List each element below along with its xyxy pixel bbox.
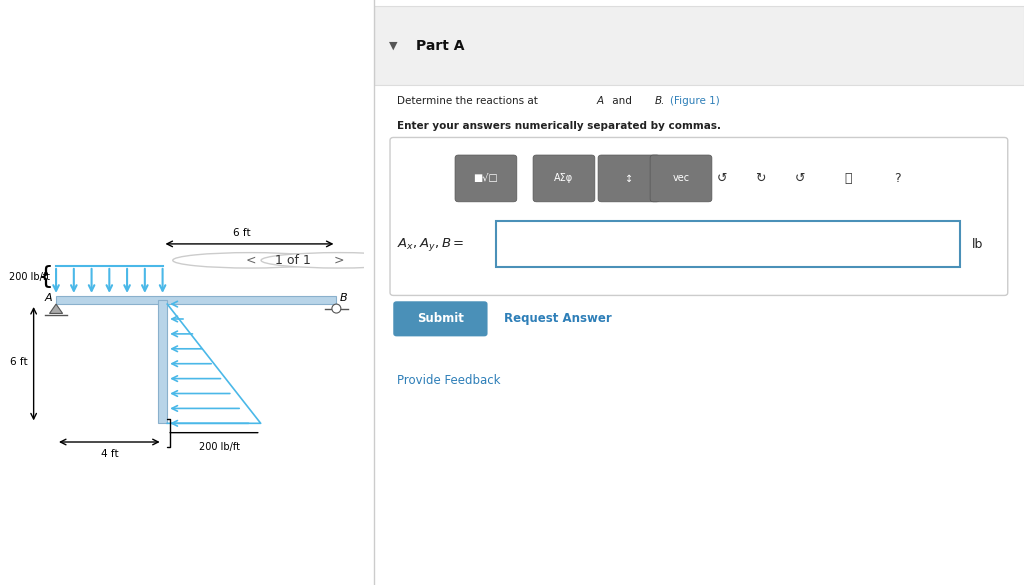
Text: Enter your answers numerically separated by commas.: Enter your answers numerically separated…: [396, 121, 721, 131]
Text: Submit: Submit: [417, 312, 464, 325]
Text: 6 ft: 6 ft: [233, 228, 251, 238]
FancyBboxPatch shape: [393, 301, 487, 336]
Text: 6 ft: 6 ft: [10, 357, 28, 367]
Text: ⌹: ⌹: [845, 172, 852, 185]
Text: ↺: ↺: [717, 172, 727, 185]
Text: B.: B.: [654, 95, 665, 106]
Text: and: and: [609, 95, 635, 106]
Text: AΣφ: AΣφ: [554, 173, 573, 184]
FancyBboxPatch shape: [56, 296, 336, 304]
Text: vec: vec: [673, 173, 689, 184]
Text: lb: lb: [972, 238, 983, 251]
Text: Provide Feedback: Provide Feedback: [396, 374, 500, 387]
Text: 4 ft: 4 ft: [100, 449, 118, 459]
Text: <: <: [245, 254, 256, 267]
Polygon shape: [49, 304, 62, 314]
Text: >: >: [334, 254, 344, 267]
Text: ↻: ↻: [756, 172, 766, 185]
Text: Determine the reactions at: Determine the reactions at: [396, 95, 541, 106]
FancyBboxPatch shape: [650, 155, 712, 202]
FancyBboxPatch shape: [534, 155, 595, 202]
Text: ▼: ▼: [389, 40, 397, 51]
Text: Request Answer: Request Answer: [504, 312, 611, 325]
Text: A: A: [596, 95, 603, 106]
Text: (Figure 1): (Figure 1): [670, 95, 720, 106]
FancyBboxPatch shape: [158, 300, 167, 424]
Text: 1 of 1: 1 of 1: [274, 254, 311, 267]
Circle shape: [332, 304, 341, 313]
Text: ↕: ↕: [625, 173, 633, 184]
FancyBboxPatch shape: [598, 155, 659, 202]
Circle shape: [173, 253, 328, 268]
FancyBboxPatch shape: [455, 155, 517, 202]
Text: B: B: [340, 293, 348, 303]
Text: ?: ?: [894, 172, 900, 185]
Text: 200 lb/ft: 200 lb/ft: [199, 442, 240, 452]
Text: ↺: ↺: [795, 172, 805, 185]
Text: A: A: [45, 293, 52, 303]
Text: {: {: [38, 265, 54, 289]
Text: $A_x, A_y, B =$: $A_x, A_y, B =$: [396, 236, 464, 253]
FancyBboxPatch shape: [390, 137, 1008, 295]
Circle shape: [261, 253, 417, 268]
Text: ■√□: ■√□: [473, 173, 499, 184]
FancyBboxPatch shape: [374, 6, 1024, 85]
Text: 200 lb/ft: 200 lb/ft: [9, 272, 50, 282]
Text: Part A: Part A: [416, 39, 465, 53]
FancyBboxPatch shape: [496, 221, 961, 267]
